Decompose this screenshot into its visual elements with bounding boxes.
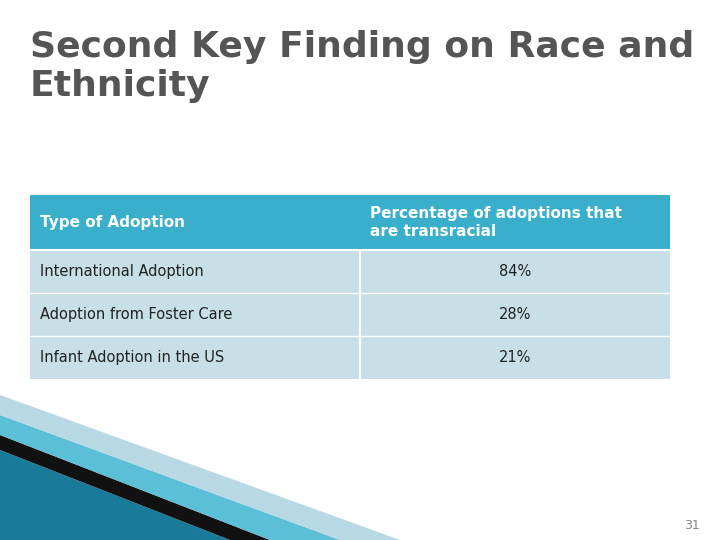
Bar (30, 195, 360, 250)
Polygon shape (0, 395, 400, 540)
Polygon shape (0, 415, 340, 540)
Text: Percentage of adoptions that
are transracial: Percentage of adoptions that are transra… (370, 206, 622, 239)
Text: 21%: 21% (499, 350, 531, 365)
Text: Infant Adoption in the US: Infant Adoption in the US (40, 350, 224, 365)
Text: Type of Adoption: Type of Adoption (40, 215, 185, 230)
Text: Second Key Finding on Race and
Ethnicity: Second Key Finding on Race and Ethnicity (30, 30, 694, 103)
Bar (30, 336, 670, 379)
Text: 84%: 84% (499, 264, 531, 279)
Text: International Adoption: International Adoption (40, 264, 204, 279)
Bar (30, 293, 670, 336)
Polygon shape (0, 435, 270, 540)
Bar (360, 195, 670, 250)
Text: 31: 31 (684, 519, 700, 532)
Text: 28%: 28% (499, 307, 531, 322)
Text: Adoption from Foster Care: Adoption from Foster Care (40, 307, 233, 322)
Polygon shape (0, 450, 230, 540)
Bar (30, 250, 670, 293)
